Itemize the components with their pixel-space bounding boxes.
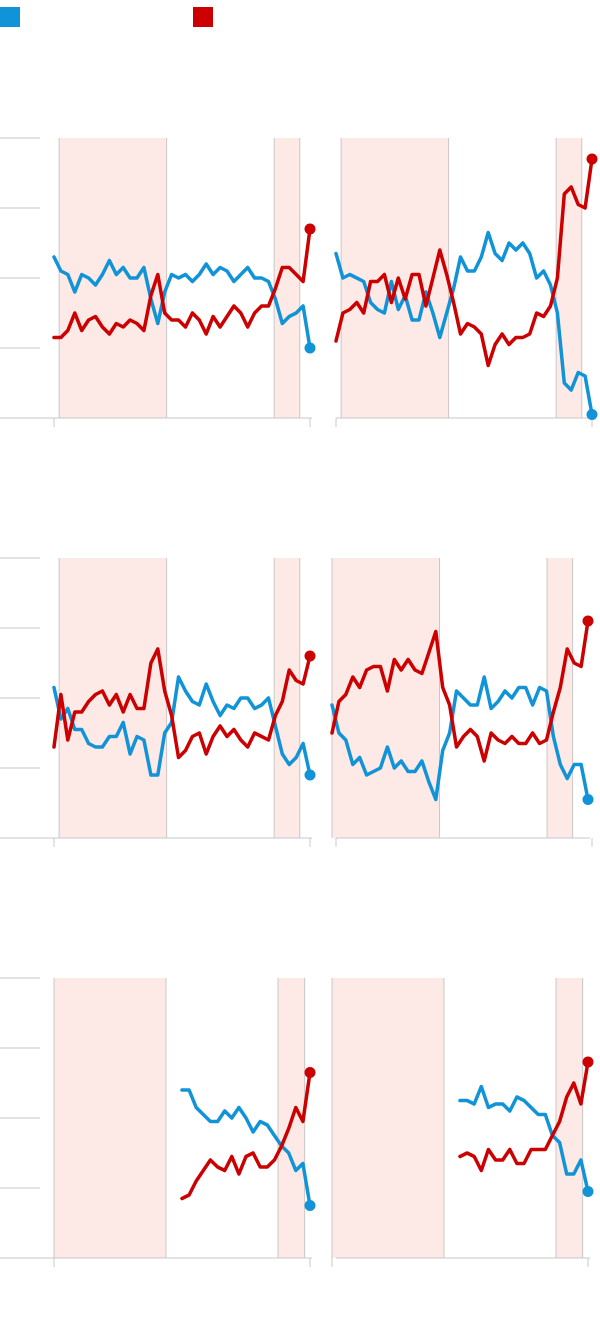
- series-line-red: [334, 157, 594, 368]
- series-end-point: [582, 794, 594, 805]
- series-end-point: [304, 223, 316, 235]
- series-line-blue: [180, 1088, 312, 1208]
- series-end-point: [582, 1056, 594, 1068]
- series-line-blue: [458, 1084, 590, 1194]
- legend-item-series-a: [0, 7, 26, 27]
- shaded-period: [547, 558, 573, 838]
- series-end-point: [304, 1200, 316, 1211]
- shaded-period: [332, 558, 440, 838]
- series-line-blue: [330, 675, 590, 802]
- legend-item-series-b: [193, 7, 219, 27]
- series-line-blue: [52, 255, 312, 350]
- series-end-point: [304, 769, 316, 781]
- shaded-period: [54, 978, 166, 1258]
- shaded-period: [274, 558, 300, 838]
- legend-swatch-red: [193, 7, 213, 27]
- legend: [0, 0, 600, 30]
- series-end-point: [582, 615, 594, 627]
- shaded-period: [59, 138, 167, 418]
- series-end-point: [304, 650, 316, 662]
- series-line-blue: [52, 675, 312, 777]
- series-line-red: [180, 1070, 312, 1201]
- series-end-point: [304, 342, 316, 354]
- series-line-red: [458, 1060, 590, 1173]
- series-line-red: [330, 619, 590, 763]
- legend-swatch-blue: [0, 7, 20, 27]
- shaded-period: [332, 978, 444, 1258]
- chart-panel-3: [0, 557, 316, 847]
- chart-panel-5: [0, 977, 316, 1267]
- chart-panel-6: [331, 978, 594, 1267]
- series-line-red: [52, 647, 312, 760]
- series-end-point: [582, 1186, 594, 1197]
- chart-panel-4: [330, 558, 594, 847]
- series-line-blue: [334, 230, 594, 417]
- series-end-point: [304, 1067, 316, 1078]
- series-line-red: [52, 227, 312, 340]
- chart-panel-2: [334, 138, 598, 427]
- series-end-point: [586, 153, 598, 165]
- chart-panel-1: [0, 137, 316, 427]
- series-end-point: [586, 409, 598, 420]
